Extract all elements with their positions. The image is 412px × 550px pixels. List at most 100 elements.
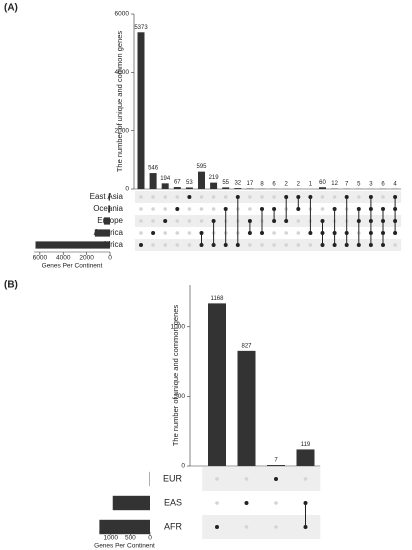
matrix-dot: [260, 231, 264, 235]
value-label: 55: [222, 180, 229, 186]
matrix-dot-empty: [274, 501, 278, 505]
row-band: [202, 467, 321, 491]
matrix-dot-empty: [320, 195, 325, 199]
value-label: 60: [319, 180, 326, 186]
matrix-dot-empty: [151, 195, 155, 199]
matrix-dot: [247, 219, 252, 223]
matrix-dot: [199, 231, 204, 235]
row-band: [134, 239, 402, 251]
matrix-dot-empty: [244, 477, 249, 481]
value-label: 2: [285, 182, 289, 188]
matrix-dot-empty: [211, 195, 216, 199]
matrix-dot: [308, 195, 313, 199]
matrix-dot-empty: [272, 243, 276, 247]
set-name: EAS: [164, 497, 182, 507]
matrix-dot: [296, 207, 301, 211]
matrix-dot: [296, 195, 301, 199]
matrix-dot: [381, 231, 385, 235]
matrix-dot-empty: [163, 195, 167, 199]
set-name: EUR: [163, 473, 183, 483]
matrix-dot: [368, 243, 373, 247]
bar: [267, 465, 285, 466]
matrix-dot-empty: [284, 231, 289, 235]
value-label: 219: [209, 175, 220, 181]
bar: [210, 182, 218, 189]
value-label: 595: [196, 164, 207, 170]
bar: [296, 449, 315, 466]
matrix-dot-empty: [187, 207, 192, 211]
matrix-dot: [151, 231, 156, 235]
set-name: AFR: [164, 521, 183, 531]
matrix-dot: [332, 207, 337, 211]
matrix-dot: [308, 231, 313, 235]
set-bar: [103, 217, 110, 225]
y-tick-label: 6000: [115, 11, 130, 18]
matrix-dot-empty: [296, 243, 301, 247]
y-axis-title: The number of unique and common genes: [171, 305, 180, 447]
matrix-dot-empty: [175, 231, 180, 235]
set-name: Africa: [103, 240, 124, 249]
value-label: 67: [174, 180, 181, 186]
matrix-dot: [356, 219, 361, 223]
matrix-dot: [274, 477, 278, 481]
matrix-dot: [175, 207, 180, 211]
matrix-dot-empty: [187, 231, 192, 235]
bar: [319, 187, 326, 189]
value-label: 7: [274, 458, 278, 464]
matrix-dot: [393, 219, 398, 223]
matrix-dot-empty: [272, 195, 276, 199]
matrix-dot-empty: [260, 195, 264, 199]
matrix-dot: [272, 207, 277, 211]
set-bar: [99, 519, 150, 535]
matrix-dot: [199, 243, 204, 247]
value-label: 7: [345, 181, 349, 187]
matrix-dot: [356, 207, 361, 211]
value-label: 8: [260, 181, 264, 187]
matrix-dot-empty: [175, 195, 180, 199]
matrix-dot: [211, 243, 216, 247]
bar: [149, 173, 157, 189]
row-band: [134, 215, 402, 227]
value-label: 12: [331, 181, 338, 187]
set-tick-label: 1000: [104, 535, 119, 542]
bar: [237, 350, 256, 466]
matrix-dot-empty: [248, 195, 252, 199]
bar: [222, 187, 230, 189]
matrix-dot: [320, 219, 325, 223]
matrix-dot-empty: [199, 207, 204, 211]
value-label: 4: [393, 181, 397, 187]
set-tick-label: 6000: [33, 255, 48, 262]
set-bar: [94, 229, 110, 237]
set-name: Europe: [97, 216, 123, 225]
matrix-dot: [235, 243, 240, 247]
matrix-dot-empty: [284, 243, 289, 247]
set-tick-label: 0: [148, 535, 152, 542]
matrix-dot-empty: [272, 231, 276, 235]
y-tick-label: 0: [125, 186, 129, 193]
matrix-dot: [368, 207, 373, 211]
matrix-dot-empty: [274, 525, 278, 529]
matrix-dot: [260, 207, 264, 211]
matrix-dot: [320, 243, 325, 247]
set-tick-label: 0: [108, 255, 112, 262]
value-label: 6: [272, 181, 276, 187]
set-name: East Asia: [90, 192, 124, 201]
matrix-dot: [235, 195, 240, 199]
bar: [137, 32, 145, 189]
set-bar: [108, 193, 110, 201]
value-label: 194: [160, 176, 171, 182]
matrix-dot: [223, 207, 228, 211]
matrix-dot: [211, 219, 216, 223]
matrix-dot: [284, 195, 289, 199]
matrix-dot: [381, 219, 385, 223]
set-bar: [112, 495, 150, 511]
matrix-dot: [215, 525, 219, 529]
matrix-dot: [187, 195, 192, 199]
matrix-dot: [303, 525, 308, 529]
matrix-dot-empty: [215, 501, 219, 505]
matrix-dot-empty: [199, 219, 204, 223]
matrix-dot-empty: [139, 195, 143, 199]
set-bar: [35, 241, 110, 249]
matrix-dot-empty: [151, 243, 155, 247]
